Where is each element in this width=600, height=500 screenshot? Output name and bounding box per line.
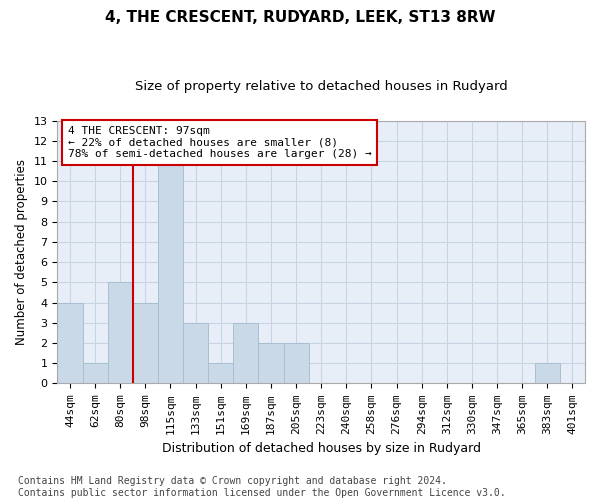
X-axis label: Distribution of detached houses by size in Rudyard: Distribution of detached houses by size …	[162, 442, 481, 455]
Bar	[259, 343, 284, 384]
Text: 4 THE CRESCENT: 97sqm
← 22% of detached houses are smaller (8)
78% of semi-detac: 4 THE CRESCENT: 97sqm ← 22% of detached …	[68, 126, 372, 159]
Bar	[158, 161, 183, 384]
Bar	[284, 343, 308, 384]
Bar	[107, 282, 133, 384]
Text: Contains HM Land Registry data © Crown copyright and database right 2024.
Contai: Contains HM Land Registry data © Crown c…	[18, 476, 506, 498]
Bar	[83, 363, 107, 384]
Bar	[133, 302, 158, 384]
Bar	[183, 323, 208, 384]
Y-axis label: Number of detached properties: Number of detached properties	[15, 159, 28, 345]
Text: 4, THE CRESCENT, RUDYARD, LEEK, ST13 8RW: 4, THE CRESCENT, RUDYARD, LEEK, ST13 8RW	[105, 10, 495, 25]
Bar	[208, 363, 233, 384]
Bar	[535, 363, 560, 384]
Bar	[58, 302, 83, 384]
Bar	[233, 323, 259, 384]
Title: Size of property relative to detached houses in Rudyard: Size of property relative to detached ho…	[135, 80, 508, 93]
